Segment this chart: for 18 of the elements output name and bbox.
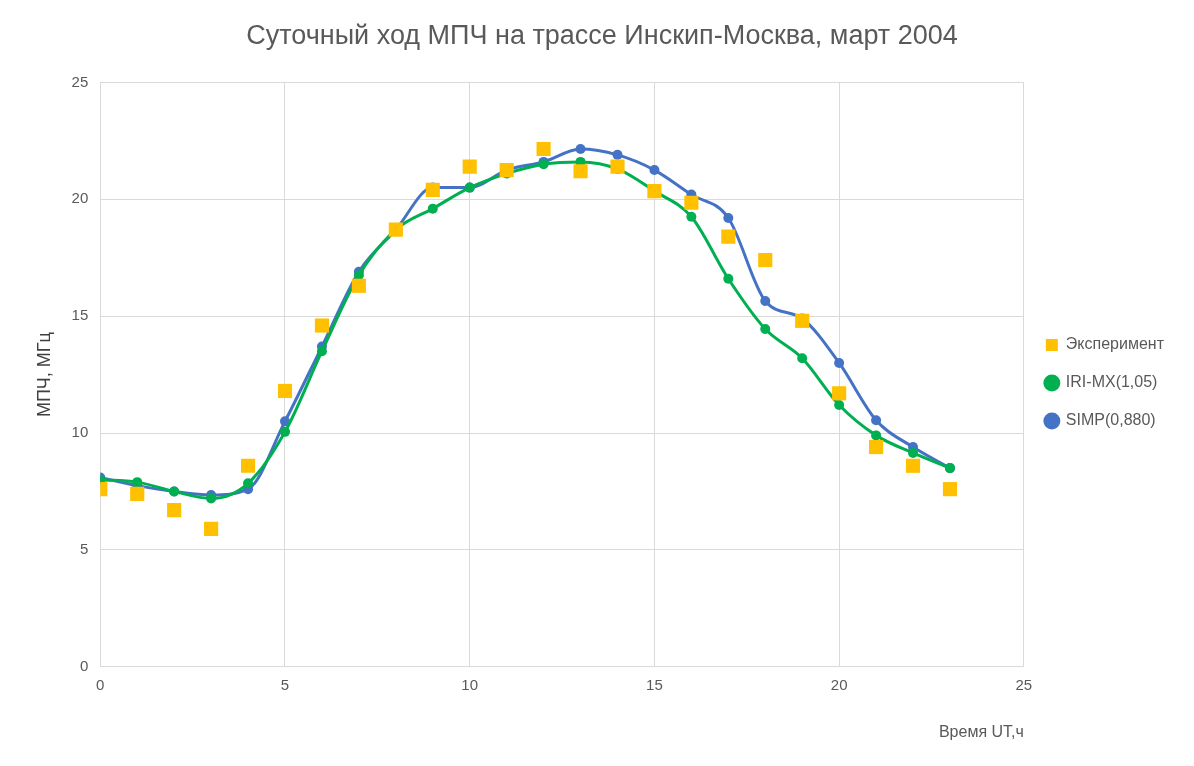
legend-label: Эксперимент: [1065, 335, 1165, 353]
y-tick-label: 10: [71, 423, 89, 441]
y-tick-label: 25: [71, 72, 89, 90]
x-tick-label: 20: [830, 675, 848, 693]
x-tick-label: 5: [280, 675, 290, 693]
x-axis-title: Время UT,ч: [938, 722, 1024, 740]
chart-title: Суточный ход МПЧ на трассе Инскип-Москва, март 2004: [246, 19, 958, 50]
y-tick-label: 5: [79, 540, 89, 558]
legend-label: IRI-MX(1,05): [1065, 373, 1158, 391]
y-tick-label: 20: [71, 189, 89, 207]
y-axis-title: МПЧ, МГц: [33, 332, 54, 418]
x-tick-label: 15: [646, 675, 663, 693]
x-tick-label: 25: [1015, 675, 1033, 693]
y-tick-label: 0: [79, 656, 89, 674]
x-tick-label: 0: [96, 675, 105, 693]
y-tick-label: 15: [71, 306, 89, 324]
legend-label: SIMP(0,880): [1065, 411, 1156, 429]
x-tick-label: 10: [461, 675, 479, 693]
